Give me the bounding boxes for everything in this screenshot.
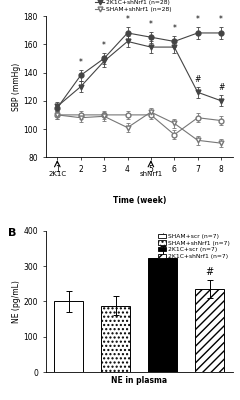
Bar [54, 301, 83, 372]
Text: #: # [194, 75, 201, 84]
Text: 2K1C: 2K1C [48, 171, 66, 177]
Bar [148, 258, 177, 372]
Text: *: * [102, 41, 106, 50]
Text: *: * [196, 16, 200, 24]
Text: B: B [8, 228, 17, 238]
Text: *: * [79, 58, 83, 67]
Text: *: * [149, 20, 153, 29]
Text: shNrf1: shNrf1 [139, 171, 162, 177]
Bar [195, 289, 224, 372]
Text: #: # [206, 267, 214, 277]
Text: *: * [160, 233, 165, 243]
Y-axis label: SBP (mmHg): SBP (mmHg) [12, 62, 21, 111]
Bar [101, 306, 130, 372]
Text: *: * [172, 24, 176, 33]
Text: *: * [126, 16, 129, 24]
Text: *: * [219, 16, 223, 24]
X-axis label: NE in plasma: NE in plasma [111, 376, 167, 385]
Legend: SHAM+scr (n=7), SHAM+shNrf1 (n=7), 2K1C+scr (n=7), 2K1C+shNrf1 (n=7): SHAM+scr (n=7), SHAM+shNrf1 (n=7), 2K1C+… [158, 234, 230, 259]
Legend: 2K1C+scr (n=28), SHAM+scr (n=28), 2K1C+shNrf1 (n=28), SHAM+shNrf1 (n=28): 2K1C+scr (n=28), SHAM+scr (n=28), 2K1C+s… [95, 0, 171, 12]
X-axis label: Time (week): Time (week) [113, 196, 166, 205]
Text: #: # [218, 83, 224, 92]
Y-axis label: NE (pg/mL): NE (pg/mL) [12, 280, 21, 323]
